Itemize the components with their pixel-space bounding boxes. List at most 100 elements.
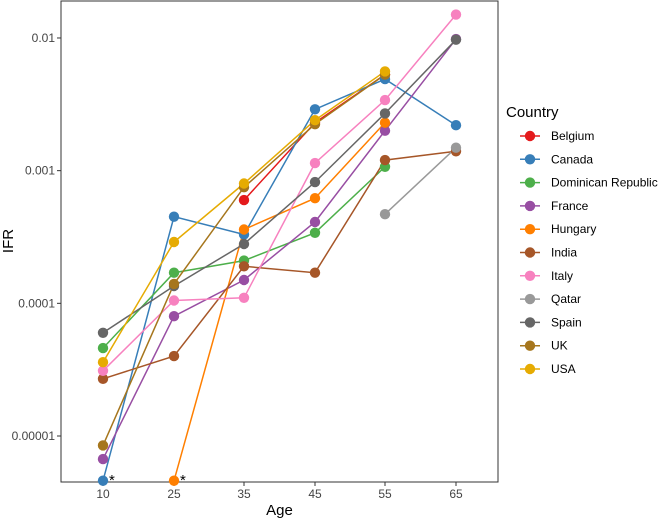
legend-key-point — [524, 224, 536, 235]
data-point-dominican-republic — [309, 227, 321, 238]
data-point-india — [168, 350, 180, 362]
data-point-spain — [309, 176, 321, 188]
legend-item-india: India — [520, 246, 577, 260]
legend-label: USA — [551, 362, 576, 376]
data-point-dominican-republic — [97, 342, 109, 354]
legend-label: Dominican Republic — [551, 176, 658, 190]
legend-item-france: France — [520, 199, 589, 213]
legend-key-point — [524, 317, 536, 328]
data-point-india — [379, 154, 391, 166]
legend-key-point — [524, 270, 536, 281]
x-tick-label: 45 — [308, 487, 322, 501]
annotations: * * — [109, 472, 186, 489]
asterisk-annotation: * — [109, 472, 115, 489]
data-point-belgium — [238, 194, 250, 206]
data-point-france — [309, 216, 321, 228]
data-point-hungary — [238, 224, 250, 235]
data-point-spain — [379, 108, 391, 119]
data-point-usa — [97, 357, 109, 368]
legend-key-point — [524, 130, 536, 142]
legend-key-point — [524, 154, 536, 165]
legend-label: France — [551, 199, 589, 213]
legend-label: Italy — [551, 269, 573, 283]
legend-item-spain: Spain — [520, 315, 582, 329]
data-point-italy — [238, 292, 250, 303]
data-point-spain — [97, 327, 109, 338]
legend-title: Country — [506, 104, 559, 121]
y-axis-title: IFR — [0, 229, 17, 253]
data-point-italy — [168, 295, 180, 306]
legend-item-italy: Italy — [520, 269, 573, 283]
legend-key-point — [524, 363, 536, 375]
legend-label: Hungary — [551, 222, 596, 236]
x-tick-label: 10 — [96, 487, 110, 501]
x-tick-label: 65 — [449, 487, 463, 501]
data-point-india — [238, 261, 250, 272]
legend-label: Qatar — [551, 292, 581, 306]
data-point-canada — [97, 475, 109, 486]
y-tick-label: 0.0001 — [18, 296, 55, 310]
legend-item-usa: USA — [520, 362, 576, 376]
data-point-usa — [238, 178, 250, 189]
data-point-usa — [168, 236, 180, 248]
legend-item-canada: Canada — [520, 152, 593, 166]
data-point-france — [238, 274, 250, 286]
legend-label: UK — [551, 339, 568, 353]
data-point-hungary — [309, 193, 321, 204]
y-tick-label: 0.00001 — [12, 429, 56, 443]
data-point-uk — [97, 440, 109, 451]
legend-label: Canada — [551, 152, 593, 166]
data-point-uk — [168, 278, 180, 290]
series-line-india — [102, 150, 457, 380]
asterisk-annotation: * — [180, 472, 186, 489]
y-tick-label: 0.01 — [32, 31, 56, 45]
data-point-hungary — [168, 475, 180, 486]
data-point-qatar — [450, 142, 462, 153]
legend-key-point — [524, 247, 536, 258]
plot-panel — [60, 0, 499, 483]
data-point-dominican-republic — [168, 267, 180, 278]
data-point-spain — [238, 238, 250, 250]
data-point-canada — [168, 211, 180, 222]
series-line-france — [102, 38, 457, 460]
data-point-india — [309, 267, 321, 278]
legend-key-point — [524, 293, 536, 305]
legend-item-hungary: Hungary — [520, 222, 596, 236]
data-point-canada — [450, 120, 462, 131]
legend-key-point — [524, 340, 536, 351]
legend: Country Belgium Canada Dominican Republic F… — [506, 104, 658, 376]
data-point-france — [379, 125, 391, 136]
y-tick-label: 0.001 — [25, 164, 55, 178]
y-axis: 0.00001 0.0001 0.001 0.01 — [12, 31, 61, 443]
data-point-france — [168, 311, 180, 322]
x-axis: 10 25 35 45 55 65 — [96, 482, 463, 501]
data-point-canada — [309, 104, 321, 115]
series-points — [97, 9, 462, 486]
legend-item-qatar: Qatar — [520, 292, 581, 306]
series-line-qatar — [384, 147, 457, 215]
series-line-spain — [102, 39, 457, 334]
data-point-france — [97, 453, 109, 465]
legend-item-uk: UK — [520, 339, 568, 353]
data-point-italy — [450, 9, 462, 20]
data-point-hungary — [379, 117, 391, 128]
legend-label: Spain — [551, 315, 582, 329]
legend-item-dominican-republic: Dominican Republic — [520, 176, 658, 190]
legend-item-belgium: Belgium — [520, 129, 594, 143]
data-point-usa — [379, 66, 391, 77]
data-point-spain — [450, 34, 462, 45]
data-point-usa — [309, 115, 321, 126]
data-point-italy — [97, 365, 109, 376]
data-point-italy — [379, 94, 391, 106]
x-tick-label: 35 — [237, 487, 251, 501]
data-point-india — [97, 373, 109, 384]
x-tick-label: 55 — [378, 487, 392, 501]
legend-key-point — [524, 177, 536, 188]
legend-label: Belgium — [551, 129, 594, 143]
x-axis-title: Age — [266, 502, 293, 519]
data-point-qatar — [379, 209, 391, 220]
x-tick-label: 25 — [167, 487, 181, 501]
legend-key-point — [524, 200, 536, 212]
